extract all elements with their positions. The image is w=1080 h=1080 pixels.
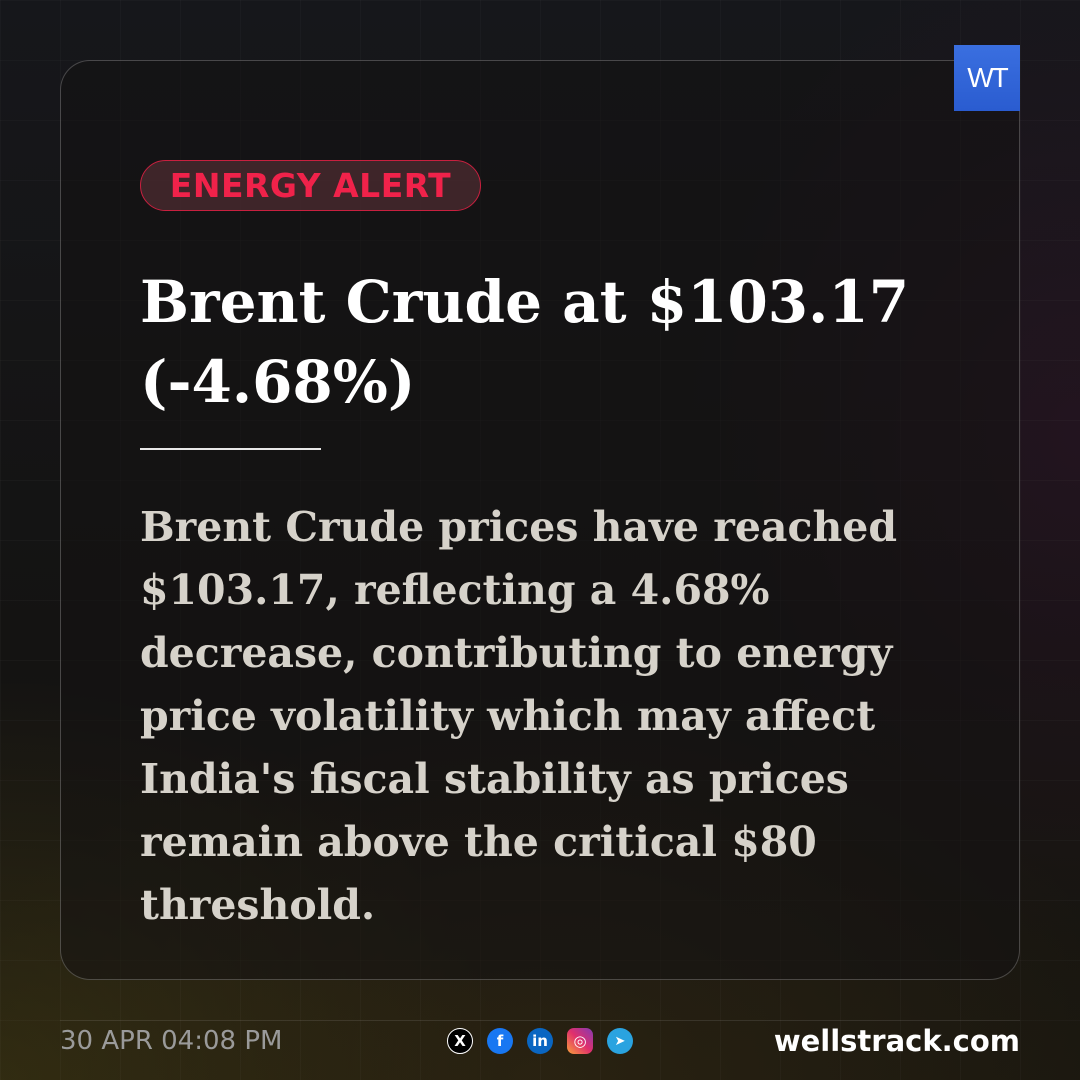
website-link[interactable]: wellstrack.com	[773, 1024, 1020, 1058]
telegram-icon[interactable]: ➤	[607, 1028, 633, 1054]
linkedin-icon[interactable]: in	[527, 1028, 553, 1054]
wellstrack-logo: WT	[954, 45, 1020, 111]
facebook-icon[interactable]: f	[487, 1028, 513, 1054]
footer-divider	[60, 1020, 1020, 1021]
instagram-icon[interactable]: ◎	[567, 1028, 593, 1054]
social-links: X f in ◎ ➤	[447, 1028, 633, 1054]
x-icon[interactable]: X	[447, 1028, 473, 1054]
article-body: Brent Crude prices have reached $103.17,…	[140, 503, 898, 929]
timestamp: 30 APR 04:08 PM	[60, 1026, 283, 1056]
headline: Brent Crude at $103.17 (-4.68%)	[140, 268, 910, 416]
category-badge: ENERGY ALERT	[140, 160, 481, 211]
headline-divider	[140, 448, 321, 450]
news-card	[60, 60, 1020, 980]
